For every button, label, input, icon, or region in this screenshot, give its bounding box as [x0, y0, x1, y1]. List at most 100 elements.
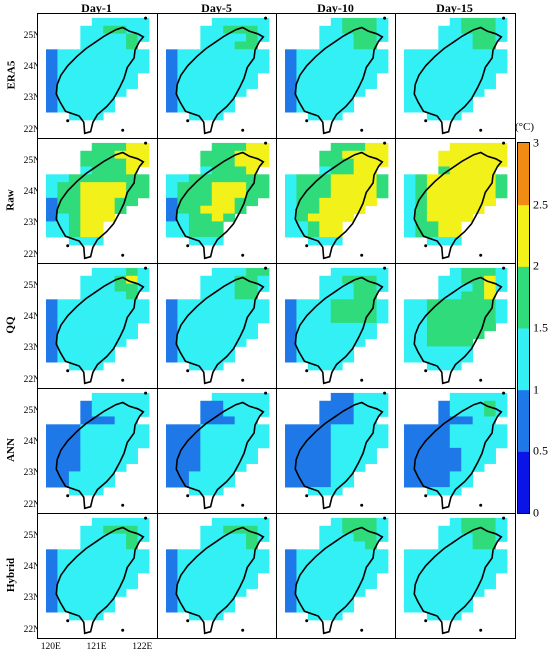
heat-cell: [426, 182, 439, 191]
heat-cell: [319, 237, 332, 246]
heat-cell: [472, 463, 485, 472]
heat-cell: [137, 142, 150, 152]
heat-cell: [342, 291, 355, 300]
heat-cell: [177, 182, 190, 191]
heat-cell: [246, 549, 258, 558]
heat-cell: [68, 612, 81, 621]
coastline: [294, 401, 384, 510]
heat-cell: [91, 112, 104, 121]
heat-cell: [200, 291, 213, 300]
heat-cell: [415, 557, 428, 566]
heat-cell: [166, 190, 178, 199]
heat-cell: [484, 408, 496, 417]
heat-cell: [296, 580, 309, 589]
heat-cell: [365, 565, 377, 574]
heat-cell: [438, 487, 451, 496]
heat-cell: [246, 275, 258, 285]
heat-cell: [353, 41, 366, 50]
heat-cell: [307, 213, 320, 222]
heat-cell: [415, 455, 428, 464]
heat-cell: [449, 49, 462, 58]
heat-cell: [449, 557, 462, 566]
heat-cell: [80, 525, 93, 535]
heat-cell: [461, 307, 474, 316]
island-marker: [186, 369, 190, 373]
heat-cell: [46, 322, 58, 332]
heat-cell: [438, 455, 451, 464]
heat-cell: [438, 580, 451, 589]
heat-cell: [461, 49, 474, 58]
heat-cell: [426, 346, 439, 355]
heat-cell: [80, 190, 93, 199]
heat-cell: [211, 104, 224, 113]
heat-cell: [91, 455, 104, 464]
heat-cell: [80, 299, 93, 308]
heat-cell: [166, 49, 178, 58]
island-marker: [479, 628, 483, 632]
heat-cell: [200, 80, 213, 89]
heat-cell: [353, 197, 366, 207]
heat-cell: [246, 166, 258, 175]
heat-cell: [126, 541, 138, 550]
heat-cell: [319, 41, 332, 50]
heat-cell: [126, 65, 138, 74]
heat-cell: [200, 525, 213, 535]
heat-cell: [449, 299, 462, 308]
heat-cell: [257, 517, 270, 527]
heat-cell: [223, 158, 236, 167]
island-marker: [383, 16, 387, 20]
heat-cell: [484, 424, 496, 433]
heat-cell: [246, 455, 258, 464]
heat-cell: [114, 416, 127, 425]
heat-cell: [46, 65, 58, 74]
heat-cell: [285, 182, 297, 191]
heat-cell: [319, 400, 332, 410]
heat-cell: [438, 158, 451, 167]
heat-cell: [330, 541, 343, 550]
heat-cell: [200, 604, 213, 613]
island-marker: [121, 503, 125, 507]
heat-cell: [353, 572, 366, 582]
heat-cell: [319, 580, 332, 589]
heat-cell: [365, 166, 377, 175]
heat-cell: [166, 80, 178, 89]
heat-cell: [211, 112, 224, 121]
heat-cell: [472, 557, 485, 566]
heat-cell: [415, 338, 428, 347]
heat-cell: [449, 57, 462, 66]
island-marker: [186, 119, 190, 123]
heat-cell: [438, 33, 451, 42]
heat-cell: [211, 479, 224, 488]
heat-cell: [307, 580, 320, 589]
heat-cell: [353, 25, 366, 35]
heat-cell: [319, 174, 332, 183]
heat-cell: [330, 190, 343, 199]
heat-cell: [46, 88, 58, 97]
heat-cell: [461, 182, 474, 191]
heat-cell: [223, 49, 236, 58]
map-plot: [285, 516, 389, 635]
heat-cell: [307, 88, 320, 97]
heat-cell: [188, 549, 201, 558]
heat-cell: [330, 565, 343, 574]
heat-cell: [376, 315, 389, 324]
heat-cell: [330, 213, 343, 222]
heat-cell: [46, 604, 58, 613]
heat-cell: [114, 49, 127, 58]
heat-cell: [234, 424, 247, 433]
heat-cell: [376, 190, 389, 199]
heat-cell: [114, 588, 127, 597]
heat-cell: [353, 525, 366, 535]
heat-cell: [342, 541, 355, 550]
heat-cell: [126, 440, 138, 449]
heat-cell: [57, 182, 70, 191]
heat-cell: [461, 338, 474, 347]
heat-cell: [319, 330, 332, 339]
heat-cell: [68, 190, 81, 199]
heat-cell: [234, 88, 247, 97]
heat-cell: [91, 517, 104, 527]
heat-cell: [57, 432, 70, 441]
heat-cell: [257, 49, 270, 58]
island-marker: [424, 619, 428, 623]
heat-cell: [404, 221, 416, 230]
